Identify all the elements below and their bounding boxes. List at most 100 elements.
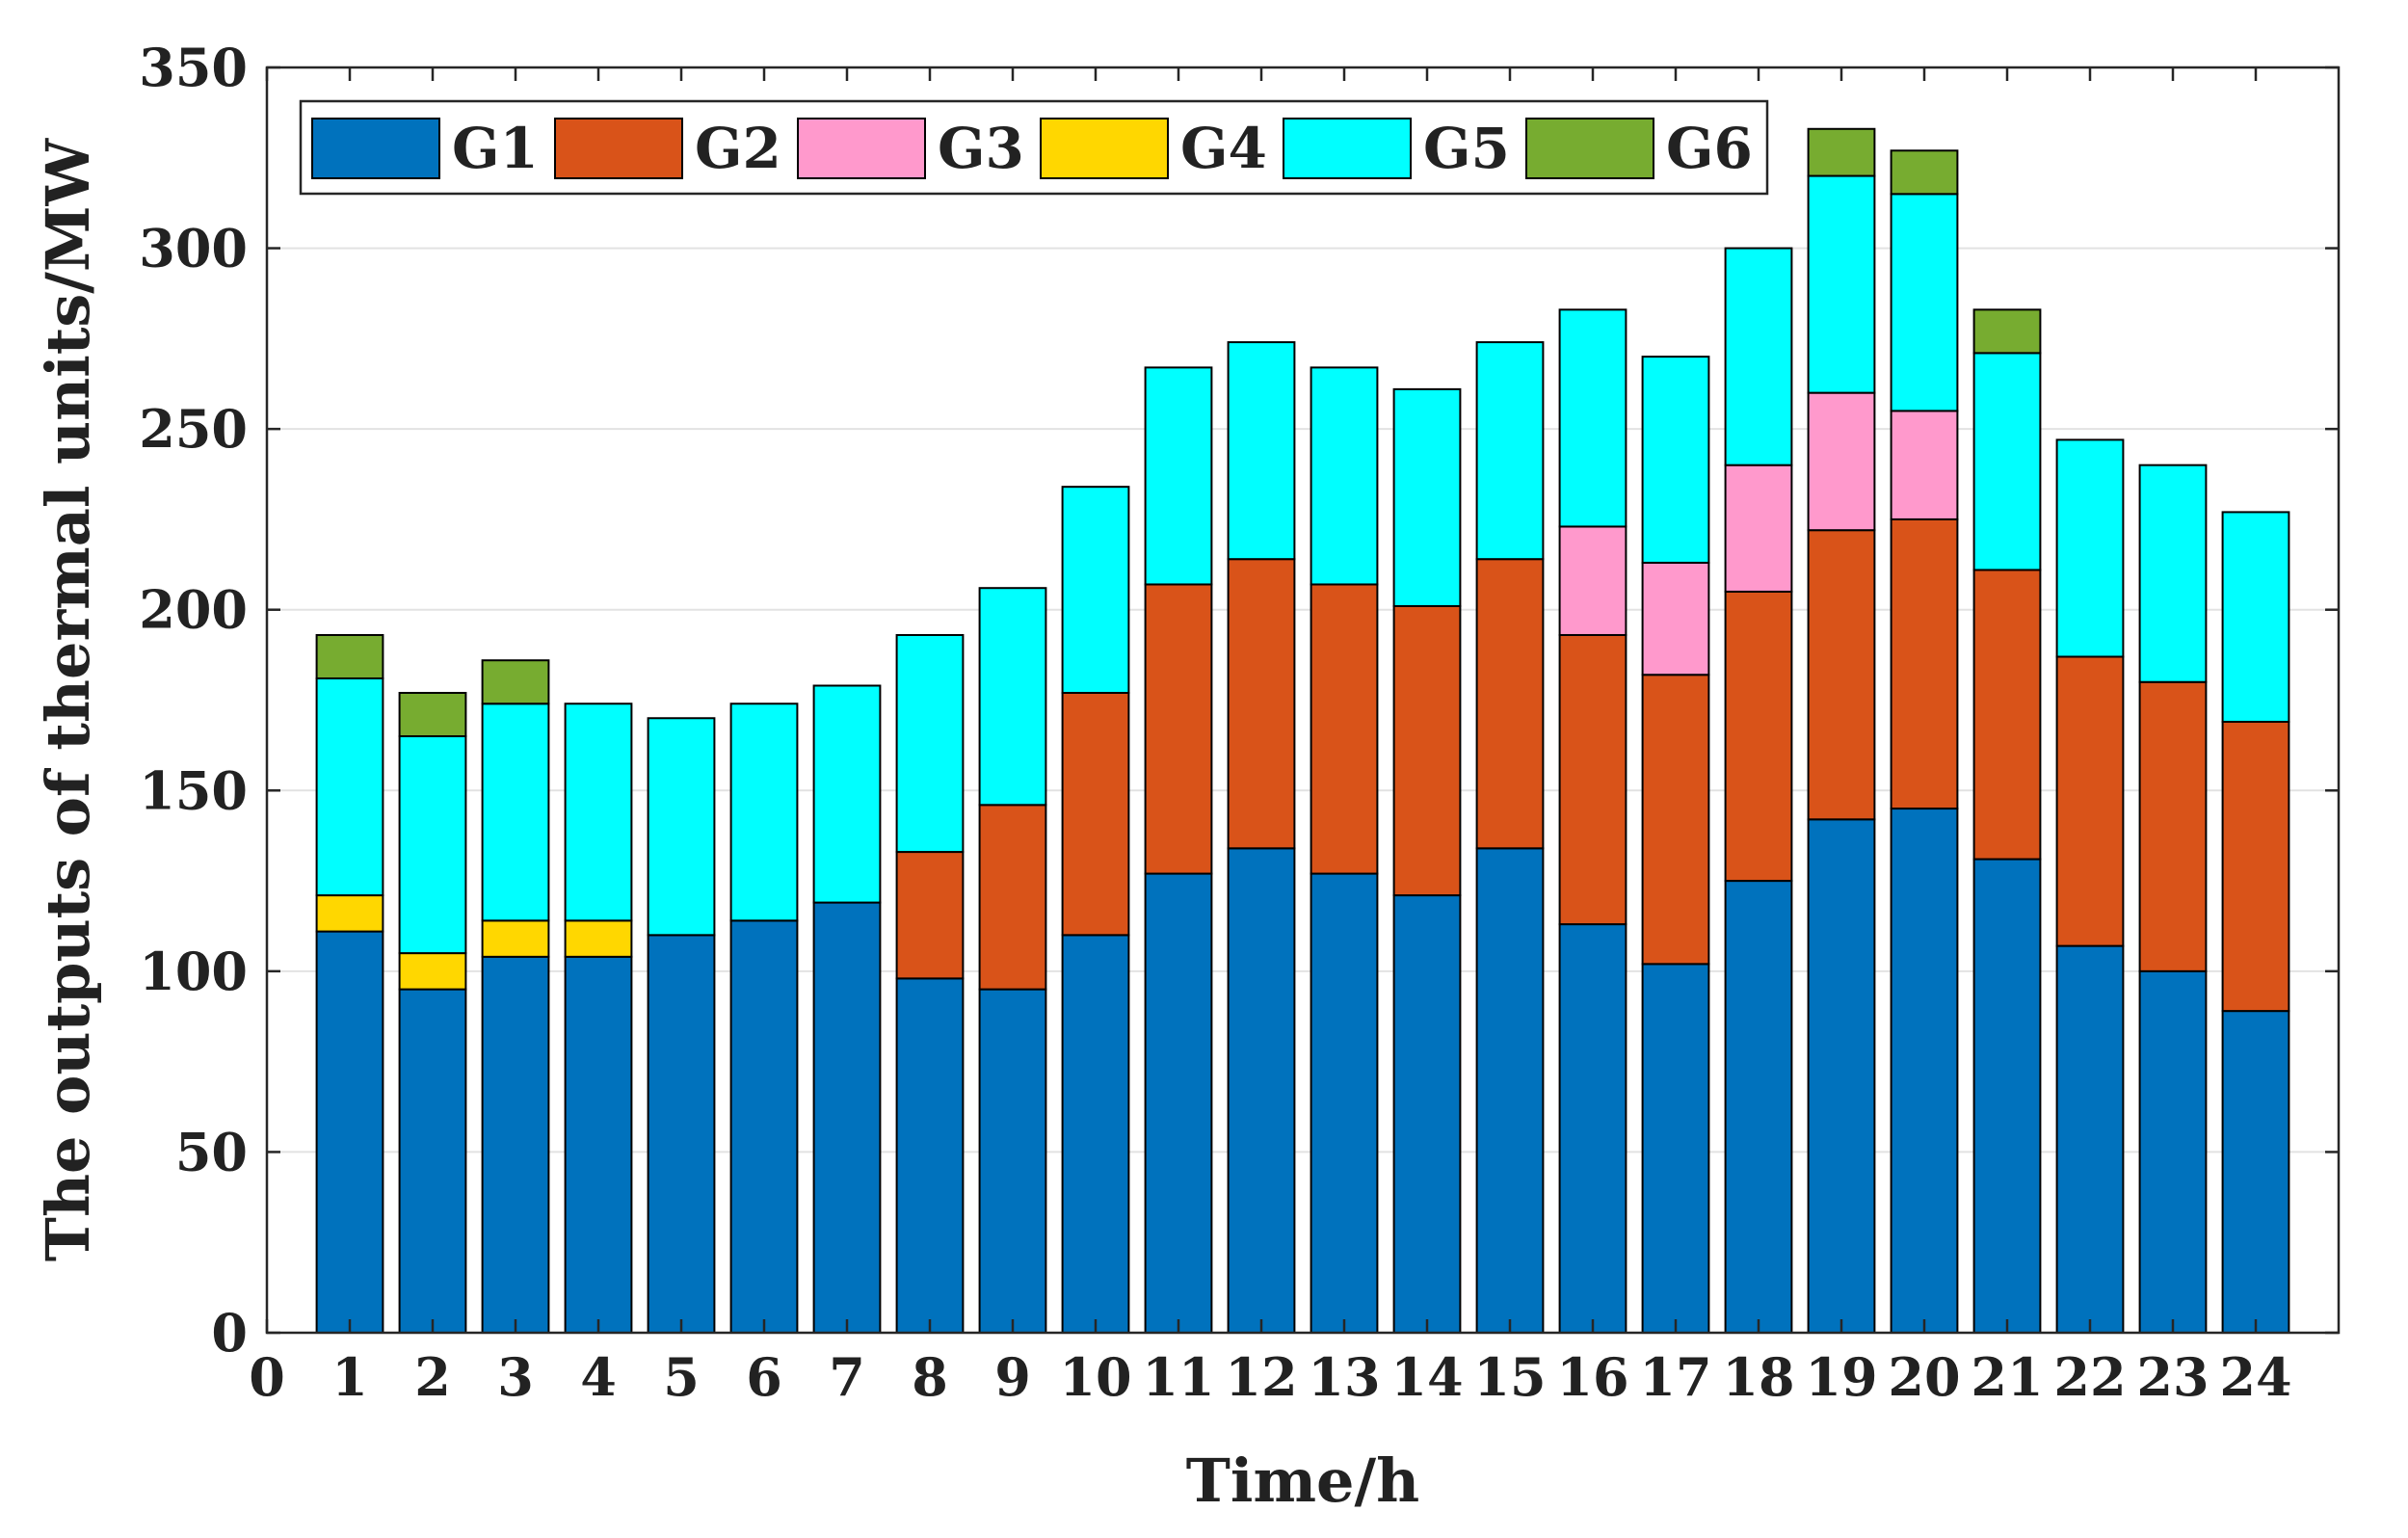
legend: G1 G2 G3 G4 G5 G6 bbox=[299, 99, 1769, 196]
bar-stack-20 bbox=[1890, 149, 1959, 1334]
bar-stack-1 bbox=[315, 633, 384, 1334]
y-tick-label: 100 bbox=[139, 941, 248, 1002]
bar-g1-t16 bbox=[1558, 923, 1627, 1334]
bar-g3-t19 bbox=[1807, 391, 1876, 532]
bar-g3-t17 bbox=[1641, 561, 1710, 676]
bar-g1-t8 bbox=[895, 977, 965, 1334]
bar-g2-t9 bbox=[978, 804, 1047, 991]
bar-g2-t24 bbox=[2221, 721, 2290, 1013]
bar-stack-4 bbox=[564, 703, 633, 1334]
y-tick-label: 150 bbox=[139, 759, 248, 821]
x-tick-label: 18 bbox=[1722, 1346, 1794, 1408]
x-tick-label: 24 bbox=[2219, 1346, 2291, 1408]
x-tick-label: 7 bbox=[829, 1346, 865, 1408]
legend-box bbox=[299, 99, 1769, 196]
legend-swatch-g4 bbox=[1040, 118, 1169, 179]
bar-g1-t1 bbox=[315, 930, 384, 1334]
bar-stack-13 bbox=[1310, 366, 1379, 1334]
bar-g5-t19 bbox=[1807, 174, 1876, 394]
bar-g5-t13 bbox=[1310, 366, 1379, 586]
bar-g2-t11 bbox=[1144, 583, 1213, 875]
bar-stack-9 bbox=[978, 587, 1047, 1334]
legend-label-g6: G6 bbox=[1666, 116, 1753, 181]
x-tick-label: 10 bbox=[1059, 1346, 1131, 1408]
bar-g5-t11 bbox=[1144, 366, 1213, 586]
bar-g1-t6 bbox=[729, 919, 799, 1335]
x-tick-label: 12 bbox=[1225, 1346, 1297, 1408]
bar-g6-t1 bbox=[315, 633, 384, 679]
bar-stack-15 bbox=[1475, 341, 1545, 1335]
bar-g1-t15 bbox=[1475, 847, 1545, 1335]
bar-stacks bbox=[315, 127, 2290, 1335]
y-tick-label: 50 bbox=[175, 1121, 248, 1182]
y-axis-title: The outputs of thermal units/MW bbox=[33, 137, 103, 1261]
bar-g1-t24 bbox=[2221, 1010, 2290, 1334]
bar-g5-t22 bbox=[2055, 438, 2125, 658]
bar-g2-t19 bbox=[1807, 529, 1876, 821]
bar-stack-5 bbox=[647, 717, 716, 1334]
bar-stack-18 bbox=[1724, 247, 1793, 1334]
bar-g1-t21 bbox=[1972, 858, 2042, 1334]
x-tick-label: 6 bbox=[746, 1346, 782, 1408]
bar-g3-t18 bbox=[1724, 464, 1793, 593]
bar-g5-t15 bbox=[1475, 341, 1545, 561]
y-tick-label: 0 bbox=[211, 1302, 248, 1364]
bar-g1-t14 bbox=[1392, 894, 1462, 1334]
bar-g2-t21 bbox=[1972, 569, 2042, 861]
x-axis-title: Time/h bbox=[1186, 1445, 1419, 1516]
bar-stack-10 bbox=[1061, 486, 1130, 1334]
y-tick-label: 200 bbox=[139, 579, 248, 641]
bar-g1-t4 bbox=[564, 955, 633, 1334]
x-tick-label: 1 bbox=[331, 1346, 368, 1408]
x-axis-ticks: 0 1 2 3 4 5 6 7 8 9 10 11 12 13 14 15 16 17 18 19 20 21 22 23 24 bbox=[249, 67, 2292, 1408]
bar-g1-t10 bbox=[1061, 934, 1130, 1334]
x-tick-label: 16 bbox=[1556, 1346, 1628, 1408]
legend-label-g2: G2 bbox=[695, 116, 781, 181]
bar-g5-t20 bbox=[1890, 193, 1959, 412]
x-tick-label: 22 bbox=[2053, 1346, 2126, 1408]
bar-g1-t19 bbox=[1807, 818, 1876, 1334]
bar-g5-t18 bbox=[1724, 247, 1793, 466]
bar-g3-t20 bbox=[1890, 410, 1959, 520]
bar-g3-t16 bbox=[1558, 525, 1627, 636]
y-tick-label: 350 bbox=[139, 37, 248, 98]
y-tick-label: 300 bbox=[139, 218, 248, 279]
bar-stack-16 bbox=[1558, 308, 1627, 1334]
bar-g1-t17 bbox=[1641, 963, 1710, 1335]
x-tick-label: 5 bbox=[663, 1346, 700, 1408]
bar-stack-22 bbox=[2055, 438, 2125, 1335]
bar-g6-t19 bbox=[1807, 127, 1876, 177]
bar-stack-23 bbox=[2138, 464, 2208, 1334]
x-tick-label: 15 bbox=[1473, 1346, 1546, 1408]
bar-g5-t17 bbox=[1641, 356, 1710, 564]
y-axis-ticks: 0 50 100 150 200 250 300 350 bbox=[139, 37, 2339, 1364]
x-tick-label: 21 bbox=[1971, 1346, 2043, 1408]
bar-g2-t14 bbox=[1392, 604, 1462, 897]
bar-g5-t10 bbox=[1061, 486, 1130, 694]
legend-swatch-g1 bbox=[311, 118, 440, 179]
bar-g1-t13 bbox=[1310, 872, 1379, 1334]
bar-g6-t2 bbox=[398, 691, 467, 738]
bar-g4-t1 bbox=[315, 894, 384, 933]
bar-stack-19 bbox=[1807, 127, 1876, 1334]
bar-g1-t9 bbox=[978, 988, 1047, 1334]
bar-g5-t2 bbox=[398, 735, 467, 955]
legend-swatch-g3 bbox=[797, 118, 926, 179]
bar-g2-t13 bbox=[1310, 583, 1379, 875]
bar-g1-t11 bbox=[1144, 872, 1213, 1334]
bar-g1-t7 bbox=[812, 901, 882, 1335]
x-tick-label: 0 bbox=[249, 1346, 285, 1408]
bar-g5-t9 bbox=[978, 587, 1047, 807]
bar-stack-21 bbox=[1972, 308, 2042, 1334]
bar-g1-t23 bbox=[2138, 969, 2208, 1334]
bar-g6-t3 bbox=[481, 659, 550, 705]
legend-swatch-g5 bbox=[1283, 118, 1412, 179]
x-tick-label: 17 bbox=[1639, 1346, 1711, 1408]
bar-g2-t22 bbox=[2055, 655, 2125, 947]
bar-g1-t12 bbox=[1227, 847, 1296, 1335]
x-tick-label: 13 bbox=[1308, 1346, 1380, 1408]
bar-stack-17 bbox=[1641, 356, 1710, 1335]
legend-swatch-g6 bbox=[1525, 118, 1654, 179]
bar-g2-t17 bbox=[1641, 674, 1710, 966]
